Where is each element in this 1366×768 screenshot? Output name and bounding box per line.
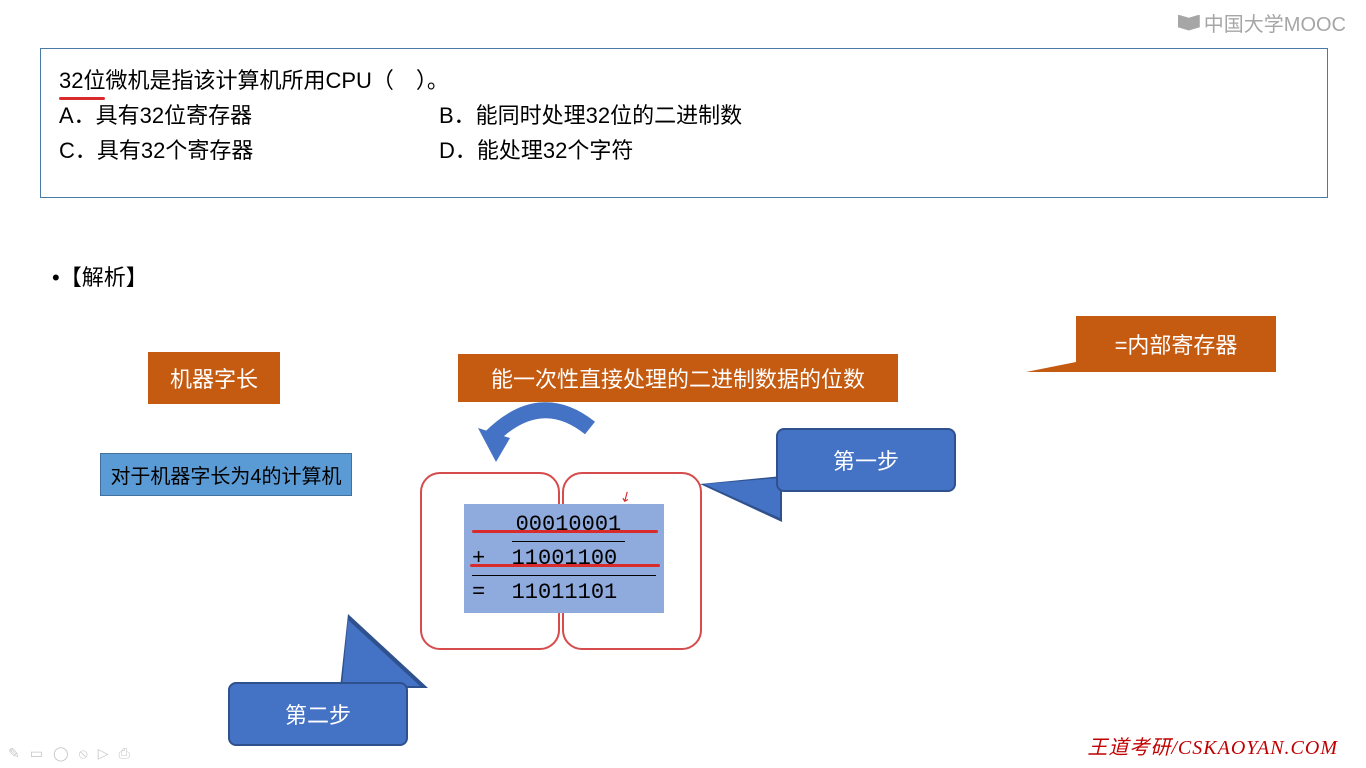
pointer-icon[interactable]: ▷	[98, 745, 109, 762]
callout-tail-icon	[342, 620, 420, 686]
shape-icon[interactable]: ▭	[30, 745, 43, 762]
option-b: B．能同时处理32位的二进制数	[439, 98, 742, 133]
option-c: C．具有32个寄存器	[59, 133, 439, 168]
option-row: A．具有32位寄存器 B．能同时处理32位的二进制数	[59, 98, 1309, 133]
footer-credit: 王道考研/CSKAOYAN.COM	[1087, 731, 1338, 760]
plus-sign: +	[472, 546, 485, 571]
bin-operand2: 11001100	[512, 546, 618, 571]
logo-text: 中国大学MOOC	[1204, 8, 1346, 37]
option-d: D．能处理32个字符	[439, 133, 633, 168]
callout-tail-icon	[704, 478, 780, 518]
bin-result: 11011101	[512, 580, 618, 605]
analysis-label: •【解析】	[52, 260, 148, 292]
curved-arrow-icon	[460, 398, 620, 478]
red-strike-icon	[472, 530, 658, 533]
option-row: C．具有32个寄存器 D．能处理32个字符	[59, 133, 1309, 168]
bin-spacer	[472, 512, 512, 537]
binary-addition: 00010001 + 11001100 = 11011101	[464, 504, 664, 613]
bin-line2: + 11001100	[472, 542, 656, 576]
stem-highlight: 32位	[59, 63, 105, 98]
camera-icon[interactable]: ⎙	[119, 745, 130, 762]
tag-definition: 能一次性直接处理的二进制数据的位数	[458, 354, 898, 402]
tag-word-length: 机器字长	[148, 352, 280, 404]
equals-sign: =	[472, 580, 485, 605]
stem-rest: 微机是指该计算机所用CPU（ ）。	[105, 68, 448, 93]
option-a: A．具有32位寄存器	[59, 98, 439, 133]
book-icon	[1178, 15, 1200, 31]
tag-internal-register: =内部寄存器	[1076, 316, 1276, 372]
bin-operand1: 00010001	[512, 508, 626, 542]
site-logo: 中国大学MOOC	[1178, 8, 1346, 37]
question-box: 32位微机是指该计算机所用CPU（ ）。 A．具有32位寄存器 B．能同时处理3…	[40, 48, 1328, 198]
example-box: 对于机器字长为4的计算机	[100, 453, 352, 496]
clear-icon[interactable]: ⦸	[79, 745, 88, 762]
eraser-icon[interactable]: ◯	[53, 745, 69, 762]
step1-callout: 第一步	[776, 428, 956, 492]
step2-callout: 第二步	[228, 682, 408, 746]
callout-pointer-icon	[1026, 360, 1086, 372]
question-stem: 32位微机是指该计算机所用CPU（ ）。	[59, 63, 1309, 98]
presenter-toolbar[interactable]: ✎ ▭ ◯ ⦸ ▷ ⎙	[8, 745, 130, 762]
pen-icon[interactable]: ✎	[8, 745, 20, 762]
red-strike-icon	[470, 564, 660, 567]
